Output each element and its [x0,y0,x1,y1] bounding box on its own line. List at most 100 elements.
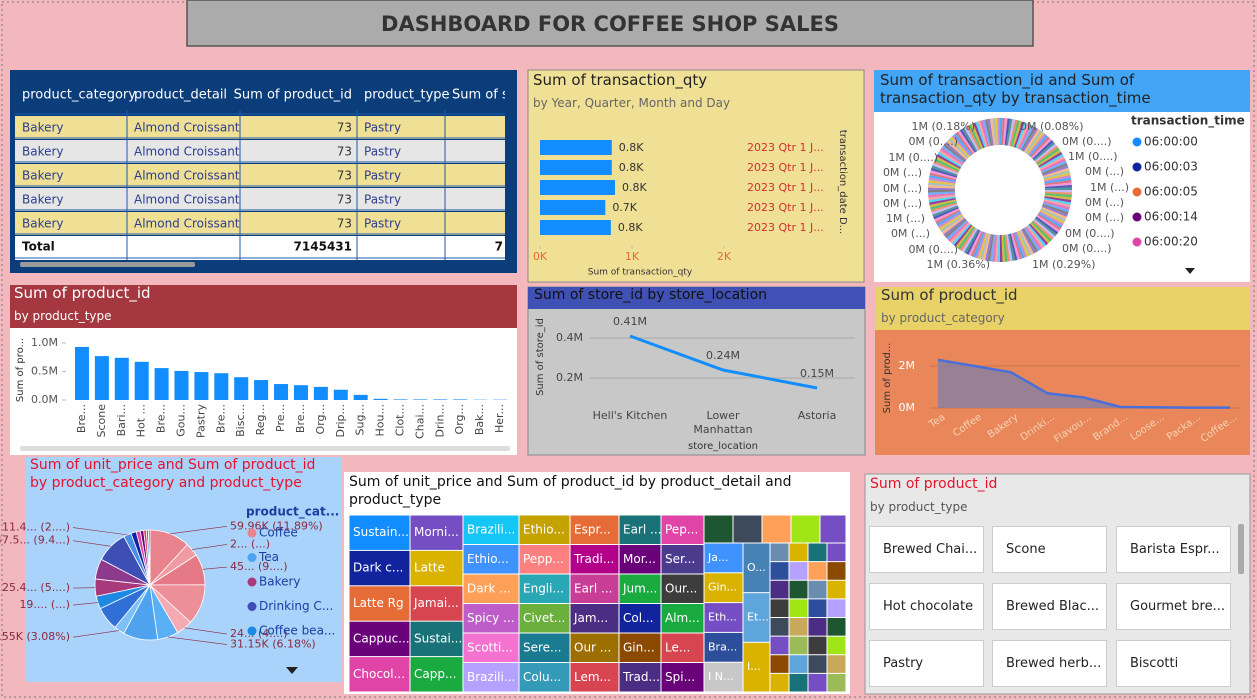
panel [527,69,865,283]
donut-ring-pattern [930,202,958,213]
slicer-item[interactable]: Scone [992,526,1107,573]
x-tick-label: Bari... [115,404,128,436]
chart-title: Sum of transaction_id and Sum of transac… [880,71,1151,107]
donut-ring-pattern [953,133,973,156]
legend-marker [1132,187,1142,197]
table-header-bg [15,80,505,110]
more-arrow [1185,268,1195,274]
donut-ring-pattern [1041,163,1068,175]
table-total-cell: 7145431 [294,240,352,254]
donut-ring-pattern [928,184,956,189]
donut-ring-pattern [1041,205,1068,217]
donut-ring-pattern [933,160,959,174]
donut-ring-pattern [1044,196,1072,203]
treemap-filler [808,580,827,599]
x-tick-label: Bre... [75,404,88,433]
slicer-item[interactable]: Barista Espr... [1116,526,1231,573]
treemap-tile [661,574,704,603]
x-tick-label: Hell's Kitchen [592,409,668,422]
table-cell: Pastry [364,121,401,135]
donut-ring-pattern [1044,193,1072,198]
treemap-tile [410,550,463,586]
donut-ring-pattern [968,124,982,150]
donut-ring-pattern [955,131,974,155]
slicer-item[interactable]: Biscotti [1116,640,1231,687]
donut-ring-pattern [961,127,978,152]
treemap-label: Colu... [523,670,561,684]
treemap-filler [789,543,808,562]
treemap-label: Pepp... [523,552,564,566]
table-cell: 73 [337,169,352,183]
bar [393,399,408,400]
table-cell: Almond Croissant [134,121,240,135]
treemap-filler [770,543,789,562]
treemap-filler [704,515,733,543]
slicer-item[interactable]: Hot chocolate [869,583,984,630]
treemap-filler [820,515,846,543]
treemap-label: Brazili... [467,522,515,536]
slicer-item[interactable]: Brewed Chai... [869,526,984,573]
donut-ring-pattern [959,227,977,252]
donut-ring-pattern [977,120,988,148]
x-tick-label: Reg... [254,404,267,435]
donut-ring-pattern [929,199,957,208]
treemap-tile [619,574,661,603]
data-label: 15.55K (3.08%) [0,630,70,643]
treemap-label: Trad... [622,670,660,684]
treemap-filler [808,562,827,580]
donut-ring-pattern [1039,209,1065,224]
treemap-tile [349,586,410,621]
treemap-label: Espr... [574,522,611,536]
table-cell: Pastry [364,145,401,159]
table-total-row [15,236,505,260]
treemap-filler [770,655,789,673]
treemap-tile [661,604,704,633]
slicer-item[interactable]: Gourmet bre... [1116,583,1231,630]
donut-ring-pattern [957,130,975,154]
treemap-label: Alm... [665,611,700,625]
line [937,358,1230,409]
treemap-label: Eth... [708,611,737,624]
donut-ring-pattern [1039,156,1065,171]
treemap-filler [770,599,789,617]
table-cell: Almond Croissant [134,193,240,207]
donut-ring-pattern [1012,120,1023,148]
bar [540,140,612,155]
treemap-label: Ja... [707,551,728,564]
bar [313,386,328,400]
treemap-filler [827,599,846,617]
slicer-item[interactable]: Pastry [869,640,984,687]
bar [154,368,169,400]
treemap-tile [519,633,570,662]
treemap-tile [743,543,770,593]
donut-ring-pattern [1006,118,1013,146]
column-header: product_category [22,88,136,103]
treemap-label: Scotti... [467,640,513,654]
x-tick-label: 2K [717,250,732,263]
y-axis-label: Sum of store_id [535,318,546,396]
donut-ring-pattern [936,211,962,226]
treemap-tile [519,515,570,544]
bar [353,394,368,400]
bar [293,385,308,400]
treemap-filler [770,562,789,580]
donut-ring-pattern [970,123,984,149]
donut-ring-pattern [992,118,997,146]
chart-subtitle: by product_type [14,309,112,323]
donut-label: 0M (...) [883,166,922,179]
slicer-item[interactable]: Brewed Blac... [992,583,1107,630]
table-cell: Bakery [22,169,64,183]
donut-ring-pattern [955,225,974,249]
donut-ring-pattern [1004,234,1011,262]
donut-ring-pattern [973,231,985,258]
treemap-tile [704,603,743,632]
line [629,334,818,390]
donut-ring-pattern [1028,134,1049,157]
donut-ring-pattern [1015,231,1027,258]
x-tick-label: Astoria [797,409,837,422]
slicer-item[interactable]: Brewed herb... [992,640,1107,687]
treemap-tile [463,633,519,662]
donut-ring-pattern [1027,224,1047,247]
table-cell: Almond Croissant [134,169,240,183]
